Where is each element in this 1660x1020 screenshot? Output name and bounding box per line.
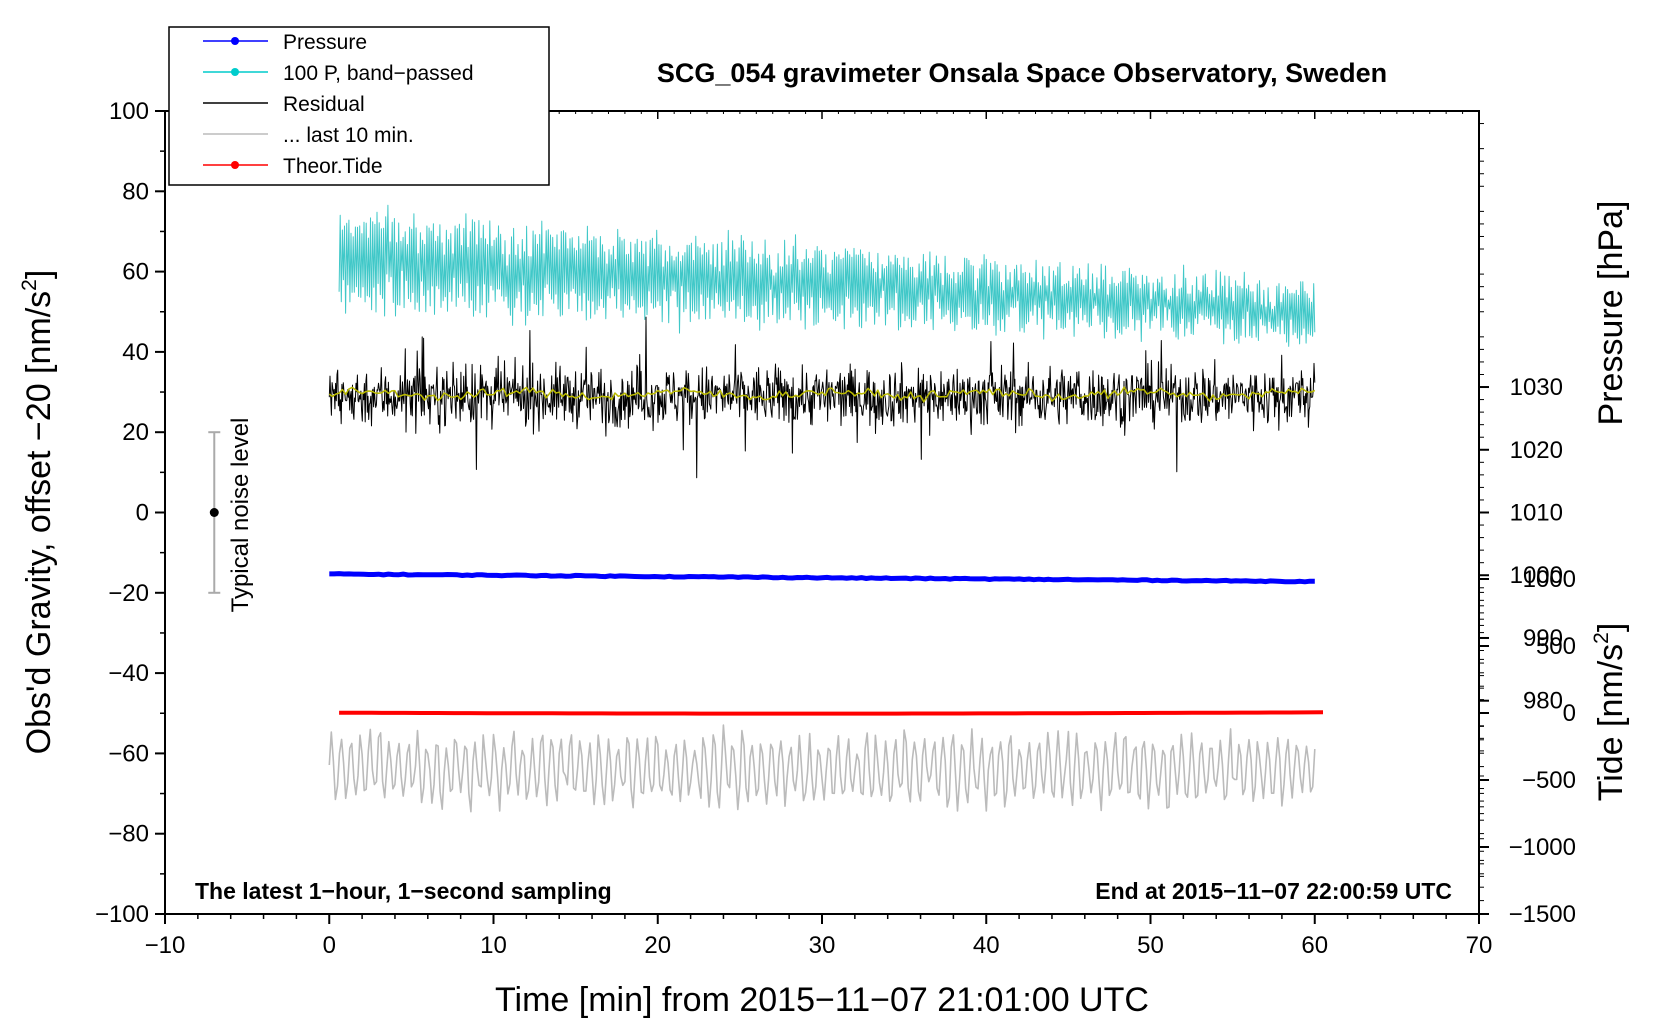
noise-level-bar [208,431,221,594]
y-left-tick-label: 60 [122,259,149,286]
y-axis-tide-title-sup: 2 [1590,632,1613,644]
y-left-tick-label: −20 [108,580,149,607]
pressure-tick-label: 1030 [1510,374,1563,401]
tide-tick-label: 0 [1563,700,1576,727]
y-axis-left: 100 80 60 40 20 0 −20 −40 −60 −80 −100 [95,98,165,928]
legend-label: 100 P, band−passed [283,62,474,85]
series-layer [328,204,1324,813]
x-tick-label: 10 [480,932,507,959]
noise-bar-center-dot [209,508,219,517]
x-axis: −10 0 10 20 30 40 50 60 70 [145,111,1493,959]
noise-level-label: Typical noise level [227,418,254,613]
y-axis-pressure: 1030 1020 1010 1000 990 980 [1479,123,1563,877]
series-band-passed-pressure [338,204,1316,347]
y-axis-left-title-main: Obs'd Gravity, offset −20 [nm/s [20,291,58,754]
x-tick-label: 40 [973,932,1000,959]
y-axis-tide-title-tail: ] [1592,623,1630,632]
series-pressure [329,571,1315,585]
y-axis-pressure-title: Pressure [hPa] [1592,201,1630,426]
legend-marker [231,68,239,76]
legend: Pressure 100 P, band−passed Residual ... la… [168,26,550,186]
pressure-tick-label: 980 [1523,688,1563,715]
y-left-tick-label: 40 [122,339,149,366]
y-left-tick-label: −40 [108,660,149,687]
y-axis-left-title: Obs'd Gravity, offset −20 [nm/s2] [18,270,58,755]
x-tick-label: 70 [1466,932,1493,959]
x-tick-label: 30 [809,932,836,959]
x-tick-label: 20 [644,932,671,959]
pressure-tick-label: 1000 [1510,562,1563,589]
y-axis-left-title-sup: 2 [18,279,41,291]
pressure-tick-label: 990 [1523,625,1563,652]
x-tick-label: −10 [145,932,186,959]
annotation-left: The latest 1−hour, 1−second sampling [195,878,612,904]
y-left-tick-label: −60 [108,740,149,767]
legend-label: ... last 10 min. [283,124,414,147]
x-tick-label: 60 [1301,932,1328,959]
tide-tick-label: −1500 [1509,901,1576,928]
series-residual [328,316,1316,479]
series-last-10-min [328,724,1316,813]
y-left-tick-label: −80 [108,821,149,848]
series-theoretical-tide [339,710,1324,716]
tide-tick-label: 500 [1536,633,1576,660]
y-left-tick-label: 0 [136,500,149,527]
pressure-tick-label: 1020 [1510,437,1563,464]
annotation-right: End at 2015−11−07 22:00:59 UTC [1095,878,1452,904]
y-axis-tide-title-main: Tide [nm/s [1592,644,1630,801]
series-residual-smoothed [328,386,1316,403]
legend-marker [231,37,239,45]
legend-marker [231,161,239,169]
tide-tick-label: −500 [1522,767,1576,794]
tide-tick-label: 1000 [1523,566,1576,593]
y-axis-tide: 1000 500 0 −500 −1000 −1500 [1479,566,1576,928]
y-left-tick-label: 100 [109,98,149,125]
y-left-tick-label: −100 [95,901,149,928]
tide-tick-label: −1000 [1509,834,1576,861]
x-tick-label: 0 [323,932,336,959]
legend-label: Theor.Tide [283,155,383,178]
pressure-tick-label: 1010 [1510,500,1563,527]
legend-entries: Pressure 100 P, band−passed Residual ... la… [203,31,474,178]
y-left-tick-label: 80 [122,178,149,205]
legend-label: Residual [283,93,365,116]
y-axis-left-title-tail: ] [20,270,58,279]
legend-label: Pressure [283,31,367,54]
x-tick-label: 50 [1137,932,1164,959]
y-axis-tide-title: Tide [nm/s2] [1590,623,1630,802]
x-axis-title: Time [min] from 2015−11−07 21:01:00 UTC [495,981,1149,1019]
chart-title: SCG_054 gravimeter Onsala Space Observat… [657,58,1387,88]
y-left-tick-label: 20 [122,419,149,446]
legend-box [168,26,550,186]
